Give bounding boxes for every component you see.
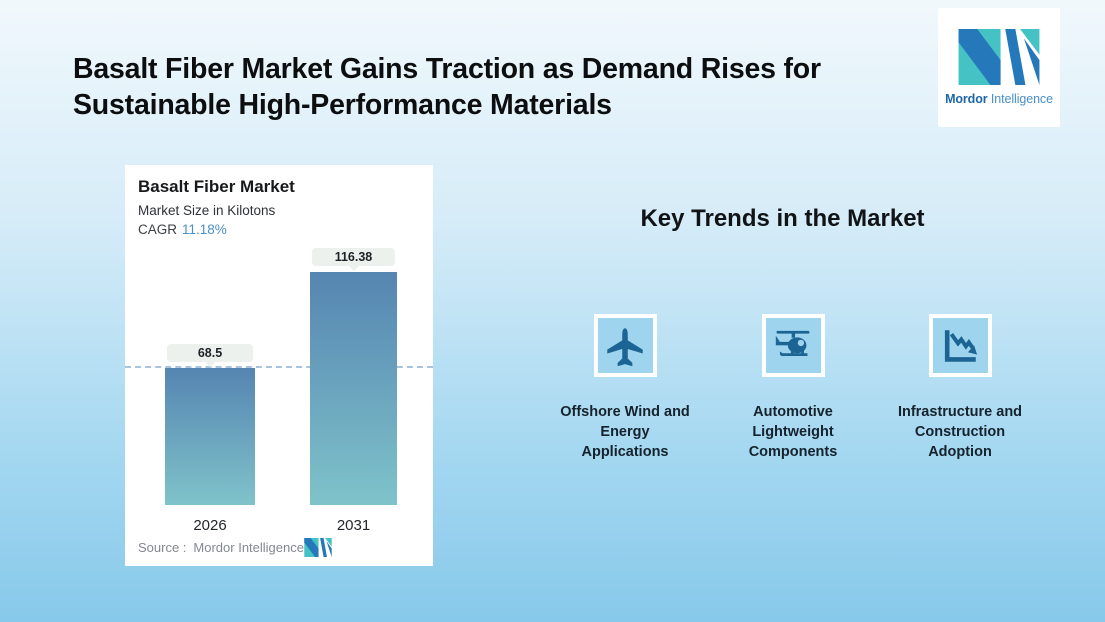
trend-tile: [761, 314, 825, 377]
brand-logo-text: Mordor Intelligence: [945, 92, 1053, 106]
bar-chart-plot: 68.5 2026 116.38 2031: [125, 245, 433, 534]
trend-tile: [928, 314, 992, 377]
mordor-intelligence-logo-icon: [957, 29, 1041, 85]
cagr-value: 11.18%: [182, 222, 227, 237]
axis-label-2026: 2026: [193, 517, 227, 534]
trend-item-automotive: Automotive Lightweight Components: [708, 314, 878, 462]
page-title: Basalt Fiber Market Gains Traction as De…: [73, 51, 883, 123]
bar-value-label: 116.38: [312, 248, 395, 266]
bar-2026: [165, 368, 255, 505]
chart-title: Basalt Fiber Market: [138, 177, 295, 196]
brand-name-light: Intelligence: [990, 92, 1053, 106]
bar-column-2026: 68.5 2026: [165, 344, 255, 534]
declining-line-chart-icon: [939, 325, 981, 367]
brand-logo: Mordor Intelligence: [938, 8, 1060, 127]
brand-name-bold: Mordor: [945, 92, 988, 106]
chart-subtitle: Market Size in Kilotons: [138, 203, 276, 218]
trend-item-infrastructure: Infrastructure and Construction Adoption: [875, 314, 1045, 462]
chart-cagr: CAGR 11.18%: [138, 222, 420, 237]
airplane-icon: [604, 325, 646, 367]
bar-column-2031: 116.38 2031: [310, 248, 397, 534]
source-value: Mordor Intelligence: [193, 540, 304, 555]
axis-label-2031: 2031: [336, 517, 371, 534]
market-chart-card: Basalt Fiber Market Market Size in Kilot…: [125, 165, 433, 566]
trend-label: Offshore Wind and Energy Applications: [560, 404, 690, 460]
source-label: Source :: [138, 540, 187, 555]
bar-2031: [310, 272, 397, 505]
reference-dashed-line: [125, 366, 433, 368]
bar-value-label: 68.5: [167, 344, 253, 362]
trend-label: Infrastructure and Construction Adoption: [897, 404, 1023, 460]
key-trends-heading: Key Trends in the Market: [640, 205, 925, 232]
helicopter-icon: [771, 324, 815, 368]
mordor-intelligence-mini-logo-icon: [304, 538, 332, 557]
trend-item-offshore-wind: Offshore Wind and Energy Applications: [540, 314, 710, 462]
trend-tile: [593, 314, 657, 377]
cagr-label: CAGR: [138, 222, 178, 237]
page-title-line-2: Sustainable High-Performance Materials: [73, 89, 612, 121]
chart-source: Source : Mordor Intelligence: [138, 538, 420, 557]
trend-label: Automotive Lightweight Components: [748, 404, 838, 460]
page-title-line-1: Basalt Fiber Market Gains Traction as De…: [73, 53, 821, 85]
